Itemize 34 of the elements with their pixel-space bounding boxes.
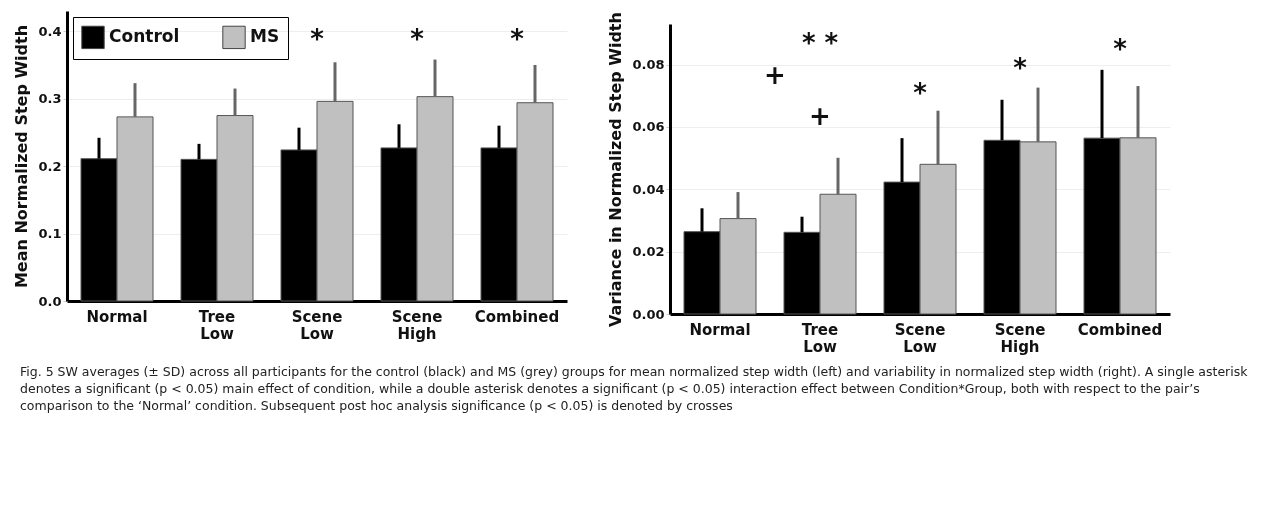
y-tick-label: 0.3 (38, 91, 62, 107)
annotation: + (809, 100, 831, 131)
x-tick-label: Normal (689, 320, 751, 339)
annotation: * (1013, 52, 1028, 83)
y-tick-label: 0.1 (38, 226, 62, 242)
annotation: * (410, 24, 425, 54)
y-axis-title: Mean Normalized Step Width (12, 24, 32, 289)
y-tick-label: 0.4 (38, 23, 62, 39)
x-tick-label: Scene Low (291, 307, 343, 343)
annotation: * (1113, 34, 1128, 65)
y-tick-label: 0.2 (38, 158, 62, 174)
x-tick-label: Normal (86, 307, 148, 326)
x-tick-label: Tree Low (801, 320, 839, 356)
x-tick-label: Tree Low (198, 307, 236, 343)
x-tick-label: Combined (1077, 320, 1163, 339)
annotation: * (310, 24, 325, 54)
x-tick-label: Scene Low (894, 320, 946, 356)
legend-label: Control (109, 26, 180, 47)
y-tick-label: 0.04 (632, 181, 665, 197)
caption: Fig. 5 SW averages (± SD) across all participants for the control (black) and MS (grey) groups for mean normalized step width (left) and variability in normalized step width (right). A single asterisk denotes a significant (p < 0.05) main effect of condition, while a double asterisk denotes a significant (p < 0.05) interaction effect between Condition*Group, both with respect to the pair’s comparison to the ‘Normal’ condition. Subsequent post hoc analysis significance (p < 0.05) is denoted by crosses (20, 363, 1249, 414)
annotation: + (764, 60, 786, 91)
y-tick-label: 0.06 (632, 119, 665, 135)
y-tick-label: 0.08 (632, 57, 665, 73)
x-tick-label: Scene High (391, 307, 443, 343)
annotation: * (913, 77, 928, 108)
annotation: * (510, 24, 525, 54)
y-tick-label: 0.00 (632, 306, 665, 322)
y-axis-title: Variance in Normalized Step Width (606, 12, 626, 327)
legend-label: MS (250, 26, 280, 47)
x-tick-label: Scene High (994, 320, 1046, 356)
x-tick-label: Combined (474, 307, 560, 326)
y-tick-label: 0.02 (632, 244, 665, 260)
y-tick-label: 0.0 (38, 293, 62, 309)
annotation: * * (801, 28, 839, 59)
